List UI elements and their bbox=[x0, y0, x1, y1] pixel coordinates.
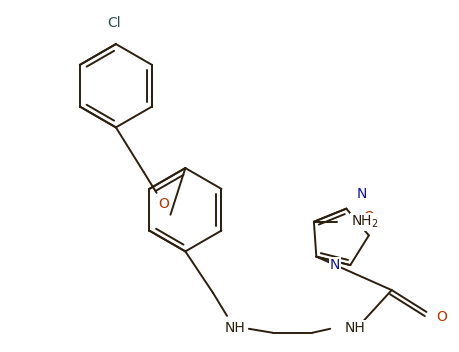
Text: N: N bbox=[329, 258, 340, 272]
Text: Cl: Cl bbox=[107, 16, 120, 30]
Text: O: O bbox=[436, 310, 446, 324]
Text: NH$_2$: NH$_2$ bbox=[350, 214, 377, 230]
Text: NH: NH bbox=[344, 321, 365, 335]
Text: O: O bbox=[158, 197, 168, 211]
Text: O: O bbox=[363, 209, 374, 224]
Text: NH: NH bbox=[224, 321, 245, 335]
Text: N: N bbox=[355, 187, 366, 201]
